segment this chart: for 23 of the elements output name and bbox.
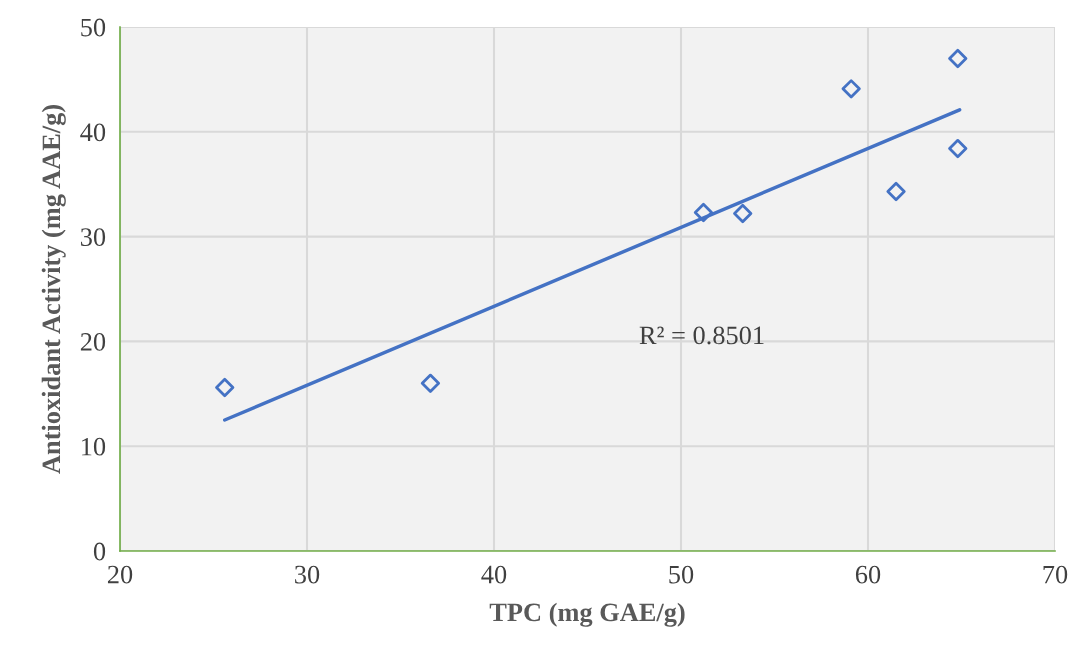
point (948, 138, 968, 159)
x-tick-label: 70 (1043, 565, 1068, 584)
y-tick-label: 50 (81, 18, 106, 37)
y-tick-label: 0 (93, 542, 106, 561)
annotation: R² = 0.8501 (639, 326, 764, 345)
x-axis-title: TPC (mg GAE/g) (489, 602, 685, 627)
y-tick-label: 40 (80, 123, 106, 142)
point (841, 79, 861, 99)
x-tick-label: 40 (481, 565, 507, 584)
point (733, 203, 753, 224)
point (693, 202, 714, 223)
point (886, 181, 906, 202)
y-tick-label: 20 (80, 333, 106, 351)
y-tick-label: 10 (82, 437, 106, 456)
x-tick-label: 60 (855, 565, 881, 584)
point (420, 373, 441, 393)
x-tick-label: 30 (295, 565, 320, 584)
y-axis-title: Antioxidant Activity (mg AAE/g) (41, 105, 66, 474)
point (215, 377, 235, 398)
point (948, 48, 968, 69)
y-tick-label: 30 (80, 228, 106, 247)
x-tick-label: 20 (107, 565, 133, 584)
x-tick-label: 50 (669, 565, 694, 584)
